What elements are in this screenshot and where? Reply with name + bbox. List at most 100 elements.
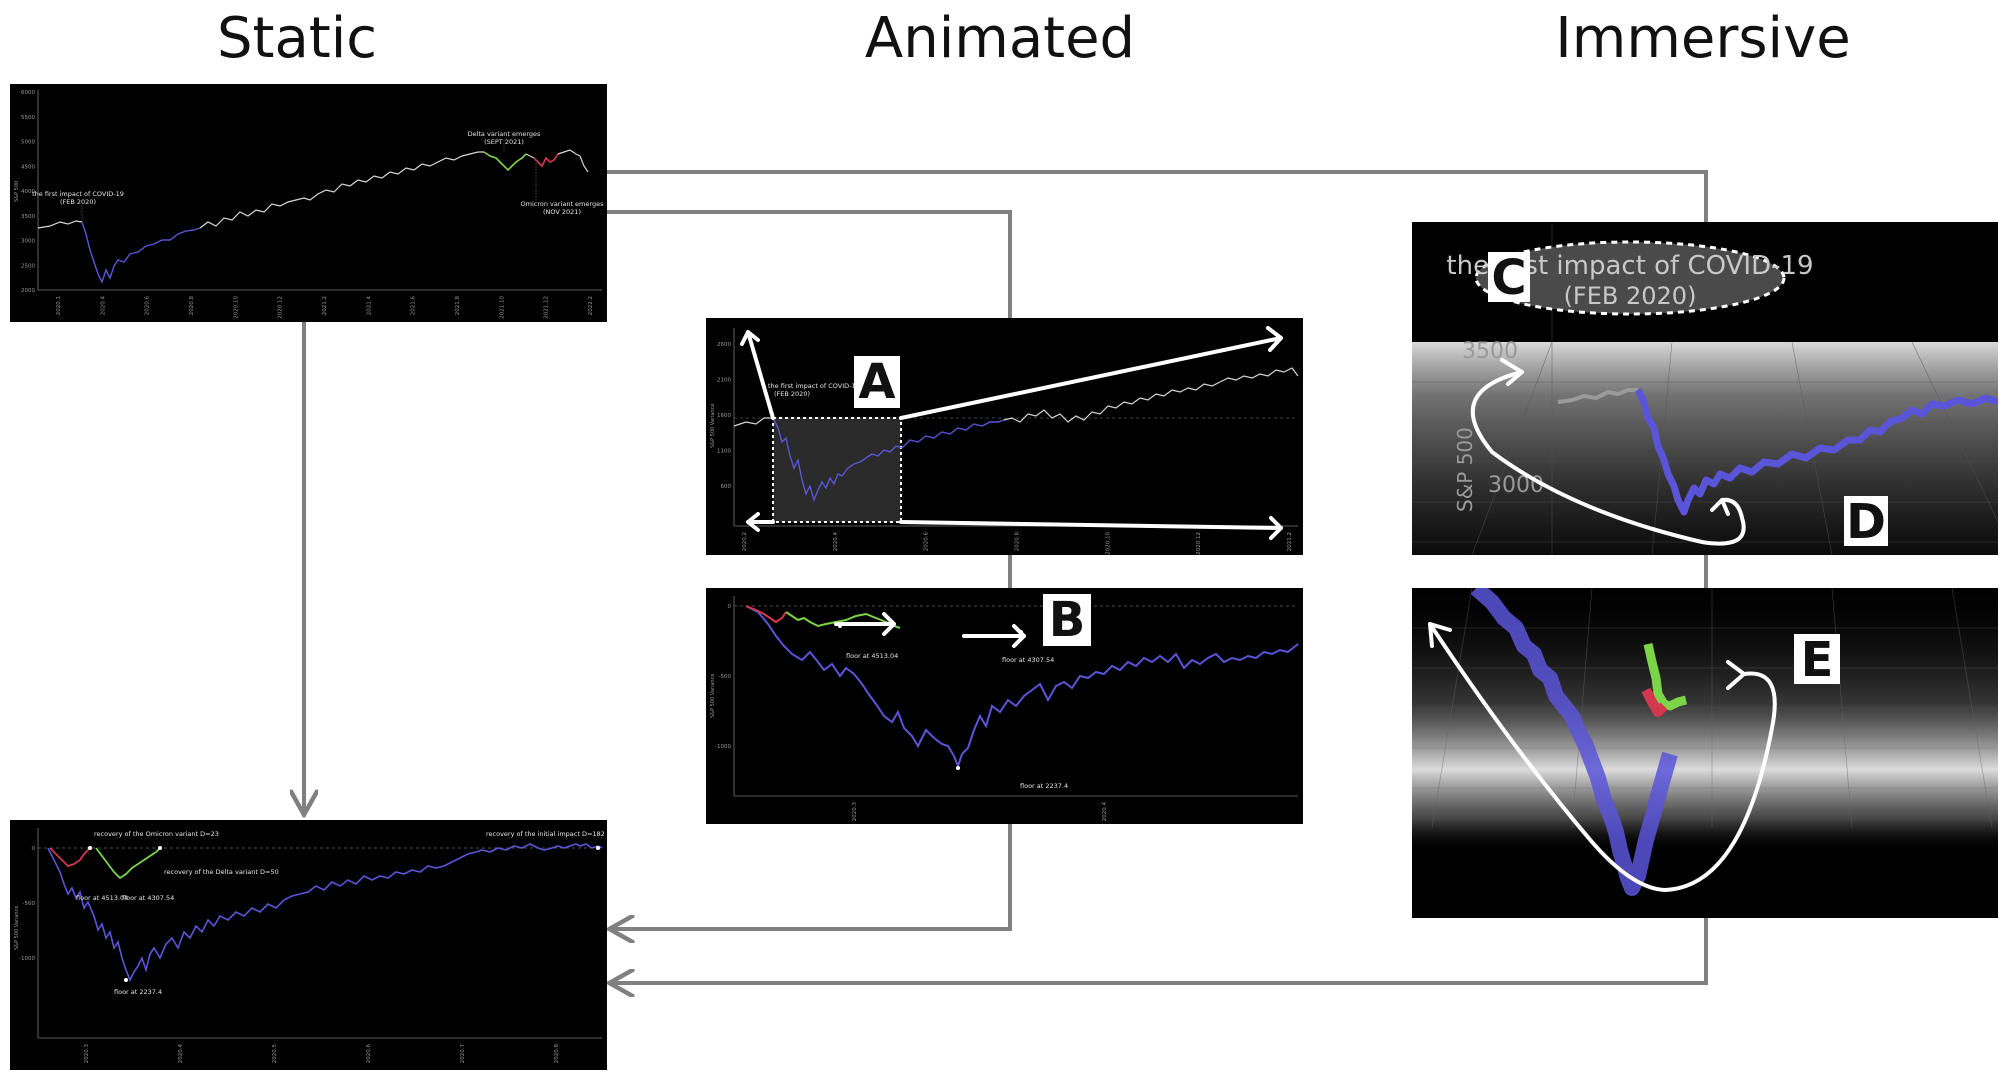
x-tick-label: 2020.12 (278, 296, 284, 319)
connector-immersive-to-bottom (612, 918, 1708, 983)
y-tick-label: -500 (23, 901, 36, 907)
motion-arc-e (1428, 622, 1777, 893)
annotation-delta-recovery: recovery of the Delta variant D=50 (164, 868, 279, 876)
x-axis-ticks: 2020.2 2020.4 2020.6 2020.8 2020.10 2020.12 20… (742, 532, 1293, 555)
x-axis-ticks: 2020.3 2020.4 (852, 802, 1108, 822)
x-tick-label: 2021.12 (544, 296, 550, 319)
series-pre-impact (37, 220, 83, 229)
series-covid-impact (81, 221, 201, 284)
x-axis-ticks: 2020.1 2020.4 2020.6 2020.8 2020.10 2020.12 20… (56, 296, 594, 319)
series-omicron (533, 153, 559, 168)
annotation-omicron-recovery: recovery of the Omicron variant D=23 (94, 830, 219, 838)
animated-top-chart: 2600 2100 1600 1100 600 2020.2 2020.4 2020.6 20… (706, 318, 1303, 555)
x-tick-label: 2020.10 (1105, 532, 1111, 555)
series-impact-3d (1470, 588, 1678, 896)
series-delta-variance (95, 847, 161, 880)
zoom-arrow-up-left (740, 330, 775, 420)
series-recovery (1003, 367, 1299, 423)
series-omicron-3d (1641, 687, 1668, 717)
y-axis-label: S&P 500 (1453, 427, 1477, 512)
y-tick-label: 3000 (21, 239, 35, 245)
x-tick-label: 2022.2 (588, 296, 594, 315)
y-tick-label: 2500 (21, 263, 35, 269)
x-tick-label: 2021.2 (322, 296, 328, 315)
column-title-animated: Animated (864, 6, 1136, 71)
x-tick-label: 2020.8 (554, 1044, 560, 1064)
zoom-arrow-down-right (899, 516, 1283, 540)
annotation-covid-line1: the first impact of COVID-19 (768, 382, 860, 390)
annotation-omicron-line1: Omicron variant emerges (521, 200, 605, 208)
y-axis-ticks: 0 -500 -1000 (19, 846, 35, 962)
y-tick-label: 5500 (21, 115, 35, 121)
y-tick-label: -1000 (715, 744, 731, 750)
x-tick-label: 2021.2 (1287, 532, 1293, 551)
annotation-covid-line2: (FEB 2020) (774, 390, 810, 398)
arc-arrowhead-right (1726, 660, 1746, 690)
x-tick-label: 2020.5 (272, 1044, 278, 1064)
motion-arrow-2 (962, 624, 1026, 648)
x-axis-ticks: 2020.3 2020.4 2020.5 2020.6 2020.7 2020.8 (84, 1044, 560, 1064)
column-title-immersive: Immersive (1555, 6, 1851, 71)
y-axis-label: S&P 500 (14, 181, 20, 202)
static-top-chart: 6000 5500 5000 4500 4000 3500 3000 2500 2000 202… (10, 84, 607, 322)
x-tick-label: 2020.6 (924, 532, 930, 552)
y-tick-label: 2000 (21, 288, 35, 294)
y-tick-label: 1100 (717, 449, 731, 455)
y-axis-label: S&P 500 Variance (710, 404, 716, 448)
annotation-covid-line1: the first impact of COVID-19 (32, 190, 124, 198)
y-tick-label: 4000 (21, 189, 35, 195)
x-tick-label: 2020.6 (145, 296, 151, 316)
annotation-delta-line1: Delta variant emerges (468, 130, 541, 138)
y-tick-label: 5000 (21, 140, 35, 146)
annotation-floor-2237: floor at 2237.4 (114, 988, 162, 996)
x-tick-label: 2020.7 (460, 1044, 466, 1064)
label-e: E (1794, 634, 1840, 686)
static-bottom-chart: 0 -500 -1000 2020.3 2020.4 2020.5 2020.6 2020.… (10, 820, 607, 1070)
label-b: B (1043, 594, 1091, 646)
immersive-top-view: the first impact of COVID-19 (FEB 2020) … (1412, 222, 1998, 555)
y-axis-label: S&P 500 Variance (710, 674, 716, 718)
y-tick-label: 6000 (21, 90, 35, 96)
x-tick-label: 2020.2 (742, 532, 748, 551)
arc-arrowhead-left (1428, 622, 1452, 648)
y-tick-label: -1000 (19, 956, 35, 962)
label-a: A (854, 356, 900, 408)
x-tick-label: 2020.3 (84, 1044, 90, 1064)
y-tick-label: 0 (728, 604, 732, 610)
series-between (525, 153, 535, 159)
annotation-omicron-line2: (NOV 2021) (543, 208, 581, 216)
x-tick-label: 2021.10 (499, 296, 505, 319)
y-axis-ticks: 2600 2100 1600 1100 600 (717, 342, 731, 490)
annotation-floor-4513: floor at 4513.04 (846, 652, 898, 660)
x-tick-label: 2020.4 (178, 1044, 184, 1064)
series-omicron-variance (49, 847, 91, 868)
series-delta (483, 151, 527, 172)
series-pre-impact (733, 417, 773, 427)
series-impact-3d (1634, 388, 1998, 516)
y-tick-label: 4500 (21, 164, 35, 170)
arc-arrowhead-bottom (1710, 498, 1730, 516)
annotation-initial-recovery: recovery of the initial impact D=182 (486, 830, 605, 838)
y-axis-label: S&P 500 Variance (14, 906, 20, 950)
y-tick-label: -500 (719, 674, 732, 680)
zoom-arrow-down-left (746, 512, 775, 532)
x-tick-label: 2021.4 (366, 296, 372, 316)
annotation-floor-4513: floor at 4513.04 (76, 894, 128, 902)
y-tick-3000: 3000 (1488, 473, 1544, 498)
x-tick-label: 2020.8 (1015, 532, 1021, 552)
series-impact-variance (47, 843, 603, 982)
x-tick-label: 2020.8 (189, 296, 195, 316)
series-delta-3d (1643, 643, 1688, 711)
x-tick-label: 2020.10 (233, 296, 239, 319)
annotation-delta-line2: (SEPT 2021) (484, 138, 524, 146)
label-d: D (1844, 496, 1888, 548)
y-tick-3500: 3500 (1462, 339, 1518, 364)
series-impact (772, 417, 1005, 503)
y-axis-ticks: 0 -500 -1000 (715, 604, 731, 750)
connector-animated-to-bottom (612, 824, 1012, 929)
y-tick-label: 2600 (717, 342, 731, 348)
column-title-static: Static (216, 6, 378, 71)
zoom-arrow-up-right (899, 326, 1283, 420)
x-tick-label: 2020.6 (366, 1044, 372, 1064)
cloud-text-line2: (FEB 2020) (1564, 282, 1697, 310)
